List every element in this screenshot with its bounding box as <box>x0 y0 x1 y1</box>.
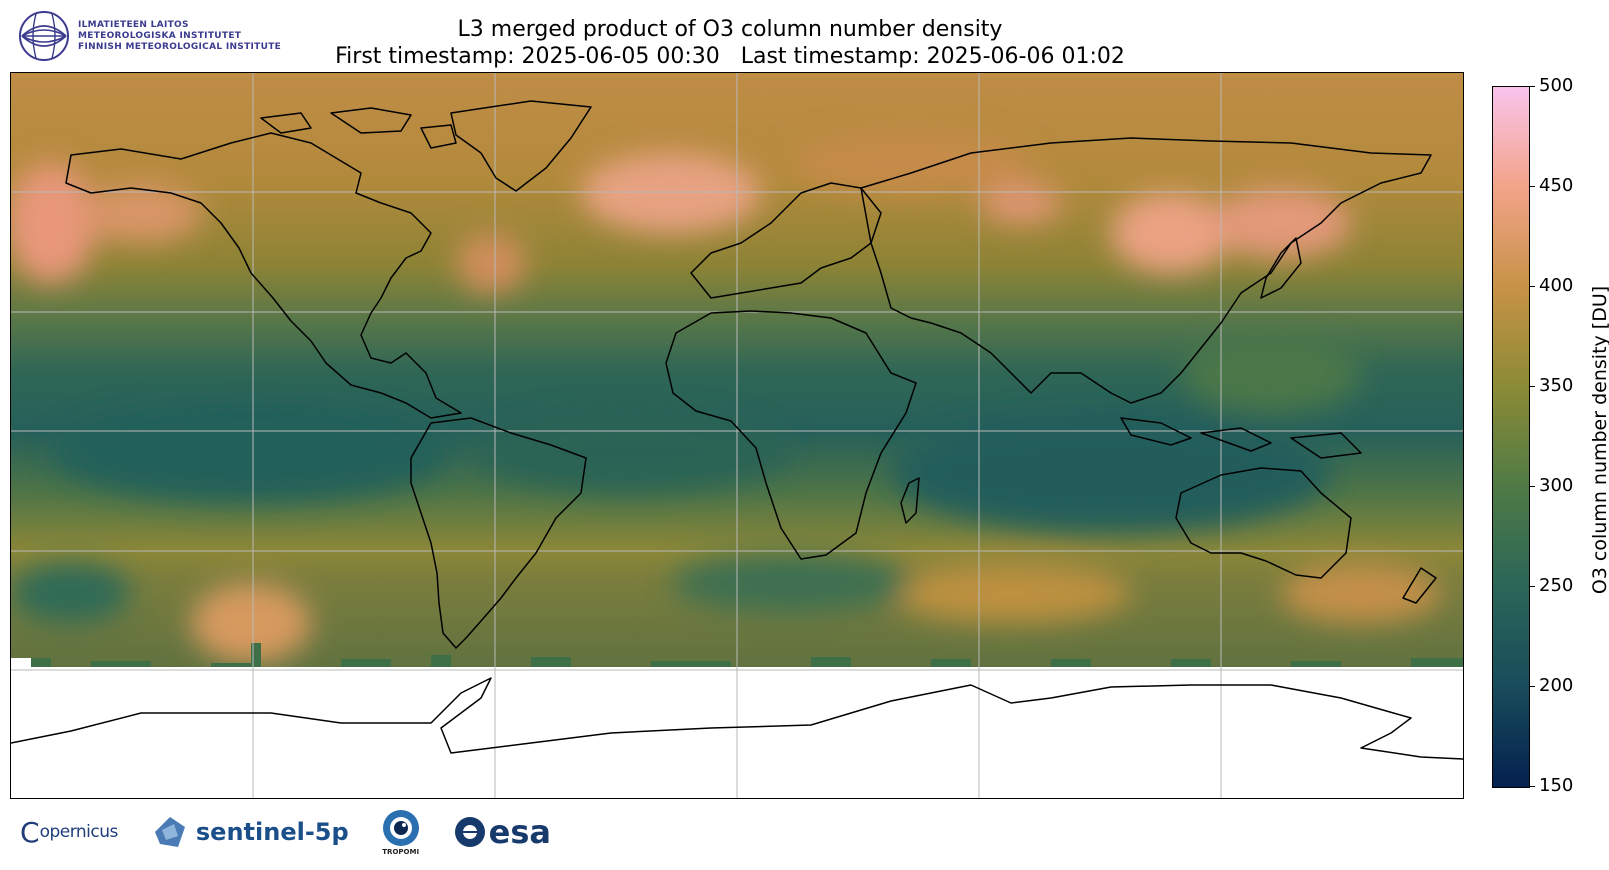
colorbar-tick <box>1529 286 1535 287</box>
colorbar-tick-label: 250 <box>1539 575 1574 596</box>
copernicus-logo: C opernicus <box>20 816 118 849</box>
fmi-emblem-icon <box>19 11 69 61</box>
coast-australia <box>1175 467 1352 579</box>
colorbar-tick-label: 400 <box>1539 275 1574 296</box>
coast-north-america <box>65 132 462 419</box>
coast-greenland <box>450 100 592 192</box>
tropomi-eye-icon <box>382 810 419 846</box>
colorbar-tick-label: 450 <box>1539 175 1574 196</box>
data-edge <box>11 643 1463 671</box>
esa-logo: esa <box>453 813 551 851</box>
sentinel-satellite-icon <box>154 817 185 847</box>
colorbar-tick-label: 200 <box>1539 675 1574 696</box>
colorbar-tick-label: 300 <box>1539 475 1574 496</box>
copernicus-wordmark: opernicus <box>39 822 119 842</box>
coast-asia <box>860 137 1432 404</box>
esa-emblem-icon <box>454 817 485 847</box>
ozone-map <box>10 72 1464 799</box>
coast-africa <box>665 310 917 560</box>
coast-south-america <box>410 417 587 649</box>
colorbar-tick <box>1529 486 1535 487</box>
colorbar-tick <box>1529 686 1535 687</box>
fmi-name: ILMATIETEEN LAITOS METEOROLOGISKA INSTIT… <box>78 20 281 53</box>
title-line-1: L3 merged product of O3 column number de… <box>457 17 1003 42</box>
colorbar-tick-label: 350 <box>1539 375 1574 396</box>
ozone-map-svg <box>11 73 1463 798</box>
coastlines <box>11 100 1463 760</box>
colorbar-tick <box>1529 586 1535 587</box>
esa-wordmark: esa <box>488 813 552 851</box>
colorbar-tick <box>1529 786 1535 787</box>
sentinel-5p-logo: sentinel-5p <box>150 812 349 852</box>
colorbar-tick <box>1529 386 1535 387</box>
colorbar-tick-label: 500 <box>1539 75 1574 96</box>
fmi-name-en: FINNISH METEOROLOGICAL INSTITUTE <box>78 41 282 52</box>
colorbar-tick-label: 150 <box>1539 775 1574 796</box>
fmi-name-sv: METEOROLOGISKA INSTITUTET <box>78 30 242 41</box>
copernicus-c-icon: C <box>20 815 40 849</box>
coast-antarctica <box>11 677 1463 760</box>
tropomi-logo: TROPOMI <box>381 808 421 856</box>
title-line-2: First timestamp: 2025-06-05 00:30 Last t… <box>335 44 1125 69</box>
coast-europe <box>690 182 882 299</box>
tropomi-wordmark: TROPOMI <box>382 848 420 856</box>
map-title: L3 merged product of O3 column number de… <box>0 16 1460 70</box>
fmi-logo: ILMATIETEEN LAITOS METEOROLOGISKA INSTIT… <box>18 10 281 62</box>
colorbar <box>1492 86 1530 788</box>
partner-logos: C opernicus sentinel-5p TROPOMI esa <box>20 808 551 856</box>
coast-japan <box>1260 237 1302 299</box>
colorbar-label: O3 column number density [DU] <box>1589 285 1609 595</box>
sentinel-wordmark: sentinel-5p <box>195 818 349 846</box>
colorbar-tick <box>1529 186 1535 187</box>
colorbar-tick <box>1529 86 1535 87</box>
fmi-name-fi: ILMATIETEEN LAITOS <box>78 19 189 30</box>
